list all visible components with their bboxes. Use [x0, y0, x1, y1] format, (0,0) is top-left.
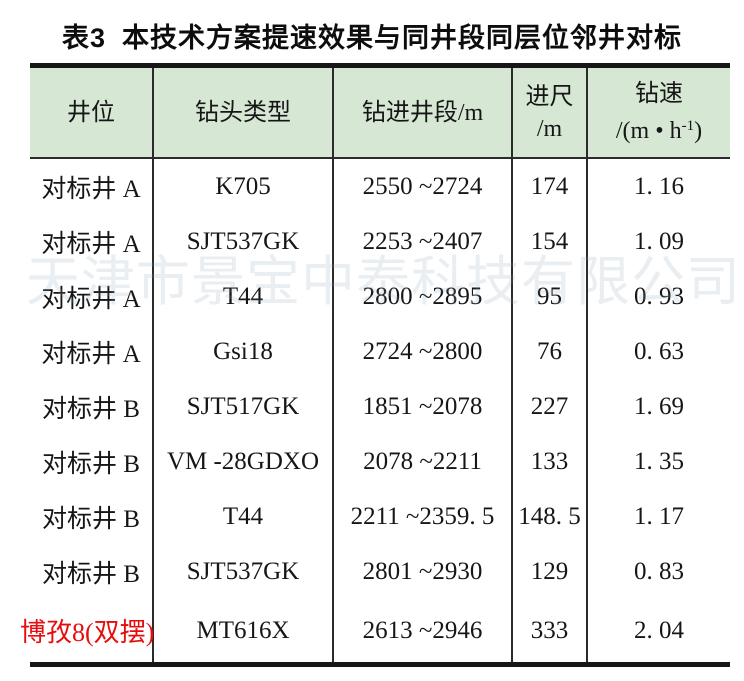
table-row: 对标井 A Gsi18 2724 ~2800 76 0. 63: [30, 324, 730, 379]
table-row: 对标井 B SJT537GK 2801 ~2930 129 0. 83: [30, 544, 730, 599]
well-cell: 对标井 B: [30, 434, 154, 489]
bit-type-cell: MT616X: [153, 599, 334, 665]
table-row: 对标井 A T44 2800 ~2895 95 0. 93: [30, 269, 730, 324]
rop-header-unit-prefix: /(m • h: [615, 118, 682, 144]
rop-cell: 1. 09: [634, 227, 684, 255]
header-cell-footage: 进尺 /m: [512, 65, 588, 159]
interval-cell: 2253 ~2407: [333, 214, 513, 269]
well-cell: 对标井 B: [30, 379, 154, 434]
well-cell: 对标井 A: [30, 269, 154, 324]
header-cell-drilling-interval: 钻进井段/m: [333, 65, 513, 159]
rop-cell: 1. 69: [634, 392, 684, 420]
footage-cell: 129: [512, 544, 588, 599]
interval-cell: 2550 ~2724: [333, 158, 513, 214]
rop-cell: 0. 83: [634, 557, 684, 585]
interval-cell: 2078 ~2211: [333, 434, 513, 489]
footage-cell: 133: [512, 434, 588, 489]
benchmark-table: 井位 钻头类型 钻进井段/m 进尺 /m 钻速 /(m • h-1) 对标井 A…: [20, 63, 730, 667]
bit-type-cell: Gsi18: [153, 324, 334, 379]
well-cell: 对标井 B: [30, 544, 154, 599]
footage-cell: 174: [512, 158, 588, 214]
table-row: 博孜8(双摆) MT616X 2613 ~2946 333 2. 04: [20, 599, 730, 665]
rop-cell: 2. 04: [634, 616, 684, 644]
table-row: 对标井 A K705 2550 ~2724 174 1. 16: [30, 158, 730, 214]
rop-cell: 0. 63: [634, 337, 684, 365]
footage-cell: 227: [512, 379, 588, 434]
footage-cell: 333: [512, 599, 588, 665]
rop-header-unit-exponent: -1: [681, 118, 695, 134]
header-row: 井位 钻头类型 钻进井段/m 进尺 /m 钻速 /(m • h-1): [30, 65, 730, 159]
header-cell-well-position: 井位: [30, 65, 154, 159]
table-title-text: 本技术方案提速效果与同井段同层位邻井对标: [122, 23, 683, 53]
bit-type-cell: T44: [153, 269, 334, 324]
bit-type-cell: T44: [153, 489, 334, 544]
bit-type-cell: K705: [153, 158, 334, 214]
footage-cell: 95: [512, 269, 588, 324]
rop-header-line1: 钻速: [635, 81, 683, 107]
rop-cell: 0. 93: [634, 282, 684, 310]
table-row: 对标井 B SJT517GK 1851 ~2078 227 1. 69: [30, 379, 730, 434]
table-row: 对标井 A SJT537GK 2253 ~2407 154 1. 09: [30, 214, 730, 269]
interval-cell: 2211 ~2359. 5: [333, 489, 513, 544]
interval-cell: 2800 ~2895: [333, 269, 513, 324]
well-cell: 对标井 A: [30, 324, 154, 379]
interval-cell: 2724 ~2800: [333, 324, 513, 379]
interval-cell: 1851 ~2078: [333, 379, 513, 434]
rop-cell: 1. 17: [634, 502, 684, 530]
footage-header-line2: /m: [536, 115, 563, 142]
rop-cell: 1. 35: [634, 447, 684, 475]
header-cell-bit-type: 钻头类型: [153, 65, 334, 159]
header-cell-rop: 钻速 /(m • h-1): [587, 65, 730, 159]
interval-cell: 2801 ~2930: [333, 544, 513, 599]
page-title: 表3 本技术方案提速效果与同井段同层位邻井对标: [0, 16, 744, 55]
interval-cell: 2613 ~2946: [333, 599, 513, 665]
bit-type-cell: VM -28GDXO: [153, 434, 334, 489]
well-cell: 对标井 A: [30, 158, 154, 214]
table3-speedup-benchmark: 井位 钻头类型 钻进井段/m 进尺 /m 钻速 /(m • h-1) 对标井 A…: [20, 63, 730, 667]
red-annotation-text: 博孜8(双摆): [20, 618, 155, 647]
rop-header-unit-suffix: ): [694, 118, 703, 144]
well-cell: 对标井 B: [30, 489, 154, 544]
footage-cell: 148. 5: [512, 489, 588, 544]
well-cell-highlighted: 博孜8(双摆): [20, 599, 154, 665]
footage-cell: 154: [512, 214, 588, 269]
table-row: 对标井 B VM -28GDXO 2078 ~2211 133 1. 35: [30, 434, 730, 489]
rop-cell: 1. 16: [634, 172, 684, 200]
bit-type-cell: SJT517GK: [153, 379, 334, 434]
footage-header-line1: 进尺: [525, 83, 574, 110]
footage-cell: 76: [512, 324, 588, 379]
table-row: 对标井 B T44 2211 ~2359. 5 148. 5 1. 17: [30, 489, 730, 544]
table-number-label: 表3: [61, 23, 107, 53]
well-cell: 对标井 A: [30, 214, 154, 269]
bit-type-cell: SJT537GK: [153, 214, 334, 269]
bit-type-cell: SJT537GK: [153, 544, 334, 599]
